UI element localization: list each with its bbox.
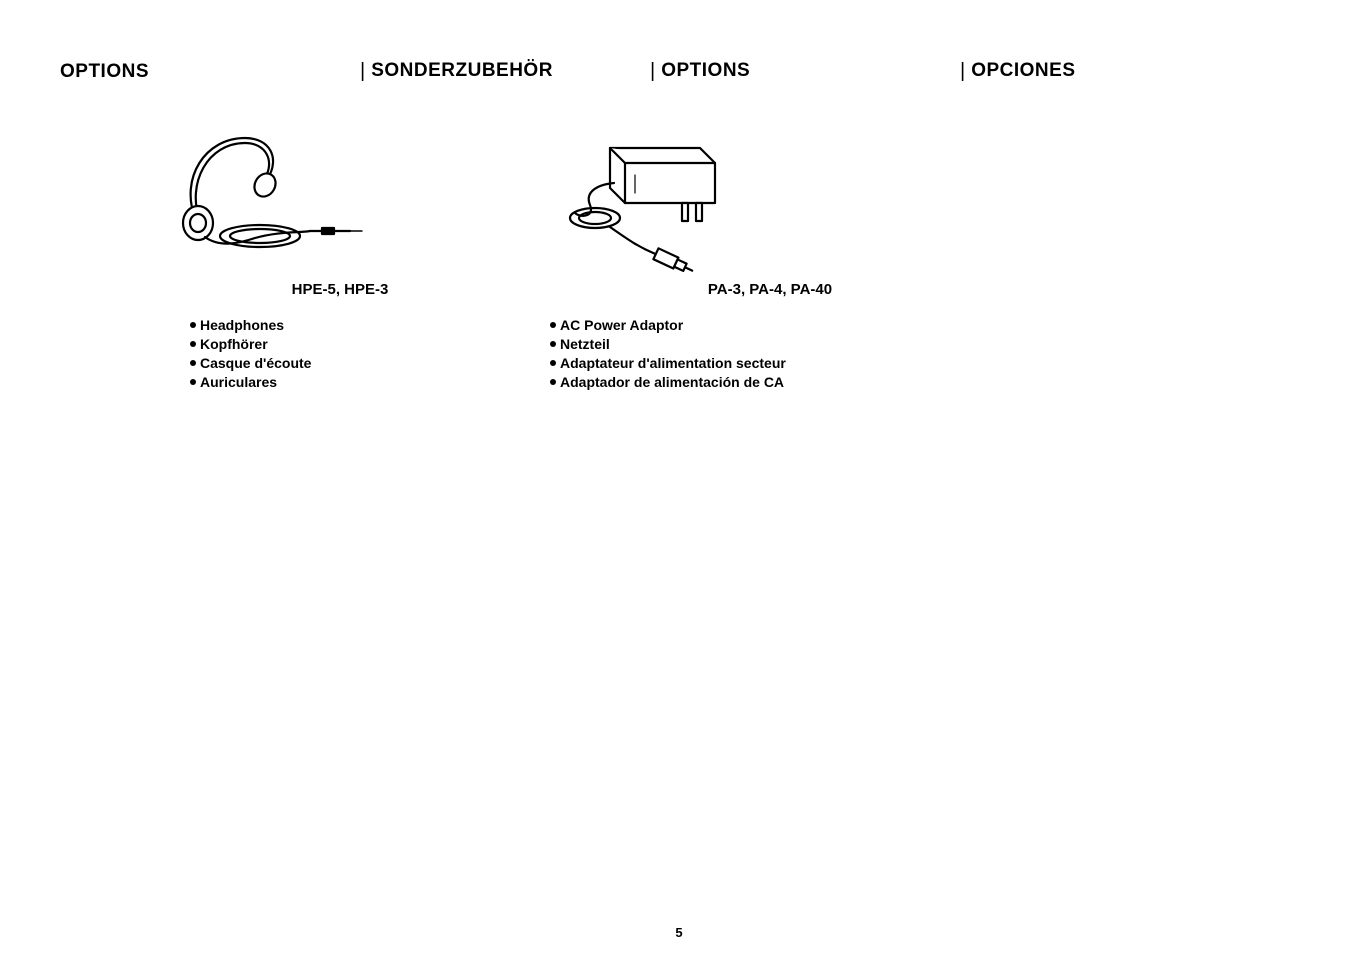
- header-row: OPTIONS | SONDERZUBEHÖR | OPTIONS | OPCI…: [60, 60, 1298, 83]
- header-cell-3-wrap: | OPTIONS: [650, 60, 960, 83]
- desc-text: Netzteil: [560, 335, 610, 354]
- list-item: AC Power Adaptor: [550, 316, 786, 335]
- bullet-icon: [550, 341, 556, 347]
- header-separator: |: [650, 60, 655, 83]
- desc-text: Casque d'écoute: [200, 354, 311, 373]
- page-number: 5: [0, 925, 1358, 940]
- list-item: Auriculares: [190, 373, 311, 392]
- header-cell-4: OPCIONES: [971, 60, 1075, 83]
- header-cell-1: OPTIONS: [60, 61, 360, 83]
- list-item: Adaptateur d'alimentation secteur: [550, 354, 786, 373]
- header-cell-2-wrap: | SONDERZUBEHÖR: [360, 60, 650, 83]
- headphones-illustration: [150, 123, 370, 273]
- bullet-icon: [190, 322, 196, 328]
- headphones-model-label: HPE-5, HPE-3: [230, 281, 450, 298]
- list-item: Adaptador de alimentación de CA: [550, 373, 786, 392]
- list-item: Headphones: [190, 316, 311, 335]
- header-cell-3: OPTIONS: [661, 60, 750, 83]
- bullet-icon: [550, 379, 556, 385]
- desc-text: Auriculares: [200, 373, 277, 392]
- column-adaptor: PA-3, PA-4, PA-40 AC Power Adaptor Netzt…: [530, 123, 1000, 392]
- bullet-icon: [550, 322, 556, 328]
- list-item: Kopfhörer: [190, 335, 311, 354]
- header-cell-2: SONDERZUBEHÖR: [371, 60, 553, 83]
- list-item: Netzteil: [550, 335, 786, 354]
- column-headphones: HPE-5, HPE-3 Headphones Kopfhörer Casque…: [60, 123, 530, 392]
- adaptor-model-label: PA-3, PA-4, PA-40: [660, 281, 880, 298]
- headphones-icon: [150, 123, 370, 273]
- content-columns: HPE-5, HPE-3 Headphones Kopfhörer Casque…: [60, 123, 1298, 392]
- bullet-icon: [190, 379, 196, 385]
- adaptor-illustration: [540, 123, 760, 273]
- page-root: OPTIONS | SONDERZUBEHÖR | OPTIONS | OPCI…: [0, 0, 1358, 954]
- adaptor-desc-list: AC Power Adaptor Netzteil Adaptateur d'a…: [540, 316, 786, 392]
- header-separator: |: [360, 60, 365, 83]
- bullet-icon: [190, 360, 196, 366]
- header-separator: |: [960, 60, 965, 83]
- ac-adaptor-icon: [540, 123, 760, 273]
- desc-text: Kopfhörer: [200, 335, 268, 354]
- list-item: Casque d'écoute: [190, 354, 311, 373]
- headphones-desc-list: Headphones Kopfhörer Casque d'écoute Aur…: [150, 316, 311, 392]
- header-cell-4-wrap: | OPCIONES: [960, 60, 1220, 83]
- bullet-icon: [550, 360, 556, 366]
- desc-text: Adaptador de alimentación de CA: [560, 373, 784, 392]
- bullet-icon: [190, 341, 196, 347]
- desc-text: Adaptateur d'alimentation secteur: [560, 354, 786, 373]
- desc-text: AC Power Adaptor: [560, 316, 683, 335]
- desc-text: Headphones: [200, 316, 284, 335]
